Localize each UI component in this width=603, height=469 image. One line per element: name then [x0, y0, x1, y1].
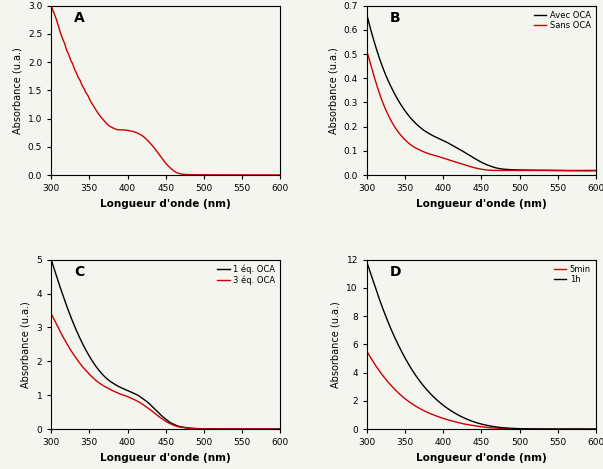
X-axis label: Longueur d'onde (nm): Longueur d'onde (nm): [416, 198, 547, 209]
Legend: 1 éq. OCA, 3 éq. OCA: 1 éq. OCA, 3 éq. OCA: [216, 264, 276, 286]
Legend: 5min, 1h: 5min, 1h: [553, 264, 592, 285]
Text: C: C: [74, 265, 84, 279]
X-axis label: Longueur d'onde (nm): Longueur d'onde (nm): [100, 198, 231, 209]
Y-axis label: Absorbance (u.a.): Absorbance (u.a.): [328, 47, 338, 134]
X-axis label: Longueur d'onde (nm): Longueur d'onde (nm): [100, 453, 231, 463]
Text: A: A: [74, 11, 85, 25]
Text: D: D: [390, 265, 402, 279]
Y-axis label: Absorbance (u.a.): Absorbance (u.a.): [331, 301, 341, 388]
Y-axis label: Absorbance (u.a.): Absorbance (u.a.): [21, 301, 31, 388]
Legend: Avec OCA, Sans OCA: Avec OCA, Sans OCA: [533, 10, 592, 31]
X-axis label: Longueur d'onde (nm): Longueur d'onde (nm): [416, 453, 547, 463]
Y-axis label: Absorbance (u.a.): Absorbance (u.a.): [12, 47, 22, 134]
Text: B: B: [390, 11, 400, 25]
